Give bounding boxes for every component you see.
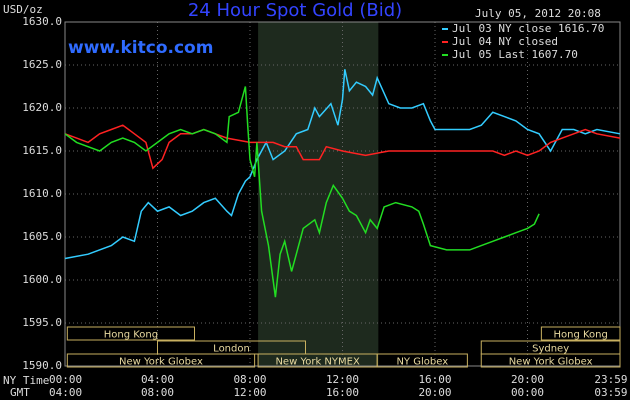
- y-tick-label: 1595.0: [22, 316, 62, 329]
- legend-label: Jul 03 NY close 1616.70: [452, 22, 604, 35]
- session-box: [66, 353, 256, 368]
- x-tick-label-gmt: 00:00: [511, 386, 544, 399]
- series-line: [64, 86, 540, 298]
- session-label: Hong Kong: [104, 330, 158, 341]
- session-label: New York NYMEX: [275, 357, 360, 368]
- y-tick-label: 1610.0: [22, 187, 62, 200]
- y-tick-label: 1625.0: [22, 58, 62, 71]
- session-label: New York Globex: [509, 357, 593, 368]
- legend-label: Jul 05 Last 1607.70: [452, 48, 578, 61]
- y-tick-label: 1605.0: [22, 230, 62, 243]
- y-tick-label: 1620.0: [22, 101, 62, 114]
- x-row-label: GMT: [10, 386, 30, 399]
- timestamp: July 05, 2012 20:08: [475, 7, 601, 20]
- x-tick-label-gmt: 20:00: [418, 386, 451, 399]
- y-tick-label: 1590.0: [22, 359, 62, 372]
- session-label: New York Globex: [119, 357, 203, 368]
- y-tick-label: 1615.0: [22, 144, 62, 157]
- session-label: London: [213, 344, 250, 355]
- x-tick-label-gmt: 04:00: [49, 386, 82, 399]
- y-tick-label: 1630.0: [22, 15, 62, 28]
- session-label: Sydney: [532, 344, 569, 355]
- x-tick-label: 12:00: [326, 373, 359, 386]
- x-tick-label-gmt: 16:00: [326, 386, 359, 399]
- y-tick-label: 1600.0: [22, 273, 62, 286]
- session-box: [480, 353, 621, 368]
- x-row-label: NY Time: [3, 374, 49, 387]
- x-tick-label-gmt: 12:00: [233, 386, 266, 399]
- session-label: Hong Kong: [554, 330, 608, 341]
- highlight-region: [258, 22, 379, 366]
- x-tick-label-gmt: 03:59: [594, 386, 627, 399]
- chart-title: 24 Hour Spot Gold (Bid): [188, 0, 402, 21]
- session-box: [376, 353, 468, 368]
- series-line: [64, 69, 621, 260]
- session-box: [66, 326, 195, 341]
- session-box: [540, 326, 621, 341]
- x-tick-label: 23:59: [594, 373, 627, 386]
- x-tick-label: 08:00: [233, 373, 266, 386]
- x-tick-label: 00:00: [49, 373, 82, 386]
- y-axis-label: USD/oz: [3, 3, 43, 16]
- watermark: www.kitco.com: [68, 38, 213, 58]
- series-line: [64, 124, 621, 170]
- x-tick-label: 16:00: [418, 373, 451, 386]
- x-tick-label: 20:00: [511, 373, 544, 386]
- x-tick-label-gmt: 08:00: [141, 386, 174, 399]
- session-label: NY Globex: [396, 357, 448, 368]
- x-tick-label: 04:00: [141, 373, 174, 386]
- legend-label: Jul 04 NY closed: [452, 35, 558, 48]
- plot-frame: [64, 21, 621, 367]
